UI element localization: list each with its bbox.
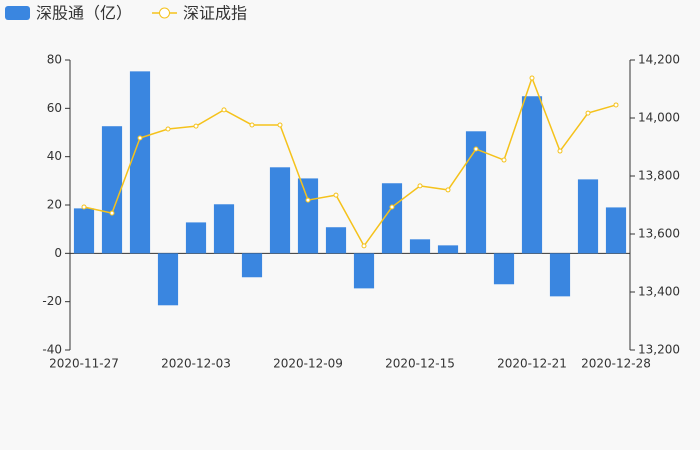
y2-tick-label: 14,200 (638, 53, 680, 67)
line-point (613, 102, 619, 108)
x-tick-label: 2020-12-21 (497, 357, 567, 371)
line-point (557, 148, 563, 154)
y-tick-label: -40 (42, 343, 62, 357)
bar (213, 204, 235, 254)
bar (521, 96, 543, 254)
legend-swatch (5, 6, 30, 20)
line-point (81, 204, 87, 210)
y-tick-label: 60 (47, 101, 62, 115)
bar (157, 253, 179, 306)
bar (241, 253, 263, 278)
bar (605, 207, 627, 254)
x-tick-label: 2020-12-28 (581, 357, 651, 371)
bar (549, 253, 571, 297)
line (83, 75, 617, 248)
bar (297, 178, 319, 254)
y2-tick-label: 14,000 (638, 111, 680, 125)
bar (409, 239, 431, 254)
y-tick-label: 20 (47, 198, 62, 212)
line-point (445, 187, 451, 193)
line-point (501, 157, 507, 163)
x-tick-label: 2020-12-09 (273, 357, 343, 371)
line-point (473, 146, 479, 152)
bar (493, 253, 515, 285)
line-point (585, 110, 591, 116)
line-point (389, 204, 395, 210)
y2-tick-label: 13,600 (638, 227, 680, 241)
legend-label: 深股通（亿） (36, 4, 132, 23)
legend-swatch (159, 7, 171, 19)
line-point (277, 122, 283, 128)
y-tick-label: -20 (42, 294, 62, 308)
bar (465, 131, 487, 254)
line-point (221, 107, 227, 113)
x-tick-label: 2020-11-27 (49, 357, 119, 371)
line-point (361, 243, 367, 249)
bar (129, 71, 151, 254)
bar (353, 253, 375, 289)
bar (437, 245, 459, 254)
line-point (165, 126, 171, 132)
line-point (305, 197, 311, 203)
y-tick-label: 40 (47, 149, 62, 163)
bar (577, 179, 599, 254)
line-point (193, 123, 199, 129)
line-point (109, 210, 115, 216)
line-point (417, 183, 423, 189)
bar (325, 227, 347, 254)
bar (101, 126, 123, 254)
bar (185, 222, 207, 254)
line-point (333, 192, 339, 198)
y2-tick-label: 13,400 (638, 285, 680, 299)
line-point (137, 135, 143, 141)
y-tick-label: 80 (47, 53, 62, 67)
bar (269, 167, 291, 254)
line-point (529, 75, 535, 81)
y2-tick-label: 13,800 (638, 169, 680, 183)
x-tick-label: 2020-12-15 (385, 357, 455, 371)
bar (381, 183, 403, 254)
y-tick-label: 0 (54, 246, 62, 260)
x-tick-label: 2020-12-03 (161, 357, 231, 371)
legend-label: 深证成指 (183, 4, 247, 23)
y2-tick-label: 13,200 (638, 343, 680, 357)
line-point (249, 122, 255, 128)
bar (73, 208, 95, 254)
